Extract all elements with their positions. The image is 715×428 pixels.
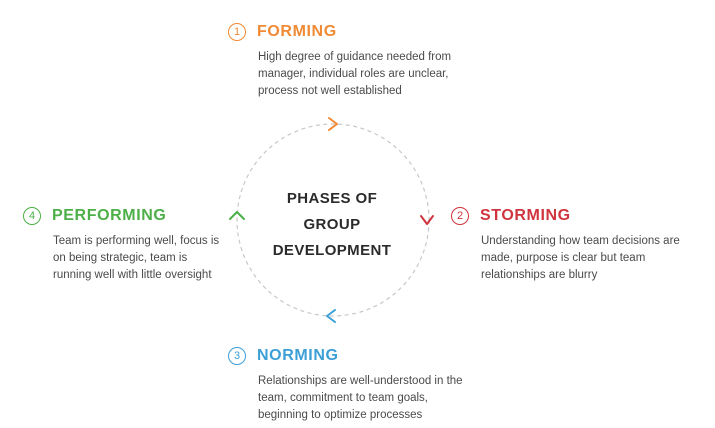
phase-forming: 1 FORMING High degree of guidance needed… <box>228 21 463 100</box>
phase-description: Team is performing well, focus is on bei… <box>53 235 220 281</box>
phase-number-badge: 4 <box>23 207 41 225</box>
arrow-forming-icon <box>328 117 338 131</box>
center-title-line: GROUP <box>303 216 361 233</box>
phase-title: FORMING <box>257 23 337 40</box>
phase-title: STORMING <box>480 207 571 224</box>
phase-title: PERFORMING <box>52 207 167 224</box>
arrow-storming-icon <box>420 215 434 225</box>
phase-number-badge: 1 <box>228 23 246 41</box>
phase-norming: 3 NORMING Relationships are well-underst… <box>228 345 463 424</box>
arrow-performing-icon <box>229 211 245 220</box>
phase-number-badge: 2 <box>451 207 469 225</box>
center-title: PHASES OF GROUP DEVELOPMENT <box>262 186 402 264</box>
phase-description: Understanding how team decisions are mad… <box>481 235 680 281</box>
center-title-line: DEVELOPMENT <box>272 242 392 259</box>
arrow-norming-icon <box>326 309 336 323</box>
phase-description: Relationships are well-understood in the… <box>258 375 463 421</box>
center-title-line: PHASES OF <box>286 190 378 207</box>
phase-title: NORMING <box>257 347 339 364</box>
phase-performing: 4 PERFORMING Team is performing well, fo… <box>23 205 223 284</box>
phase-description: High degree of guidance needed from mana… <box>258 51 452 97</box>
phase-storming: 2 STORMING Understanding how team decisi… <box>451 205 686 284</box>
phase-number-badge: 3 <box>228 347 246 365</box>
